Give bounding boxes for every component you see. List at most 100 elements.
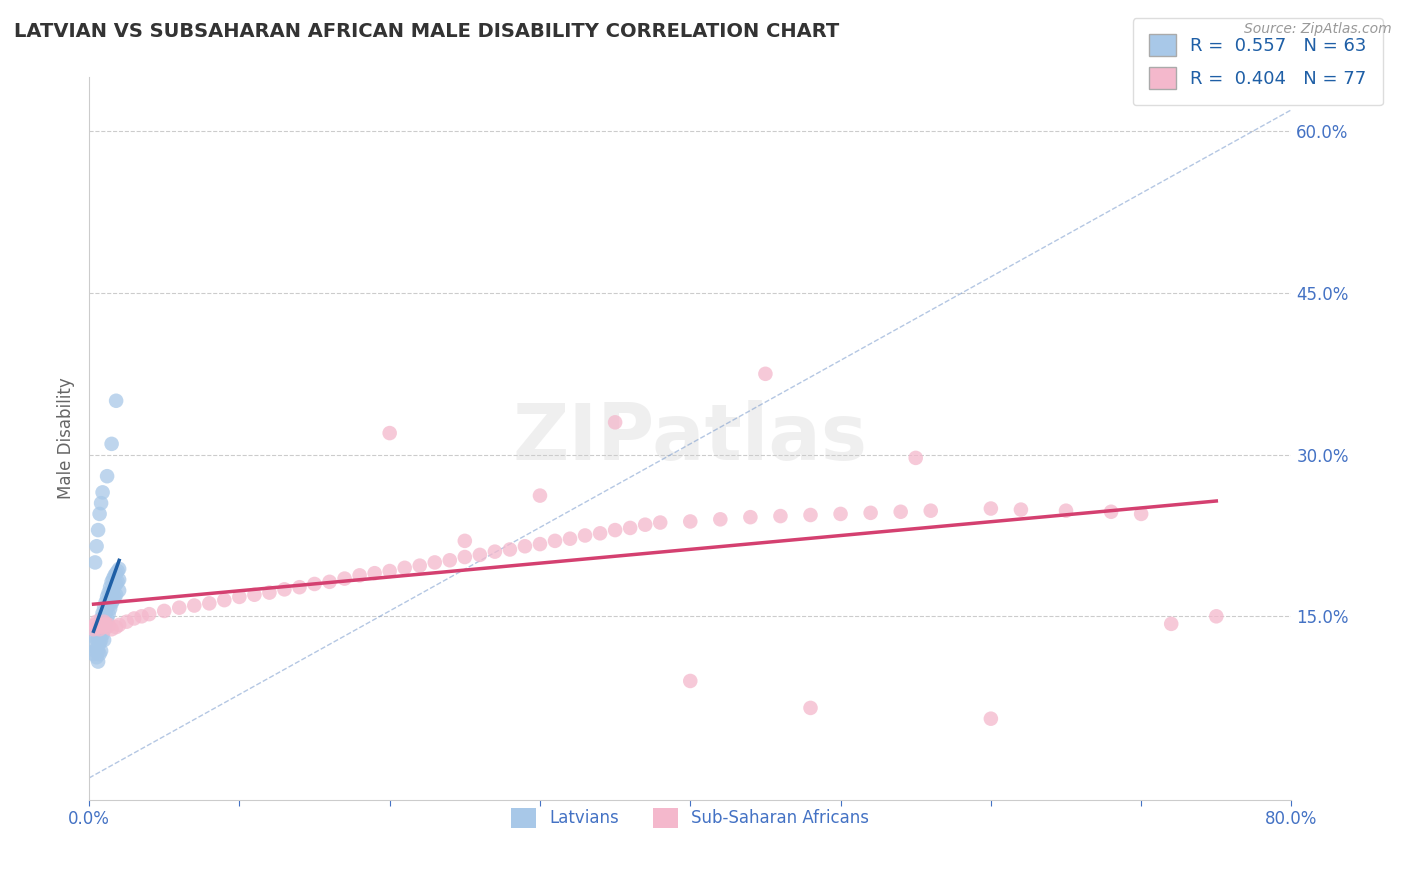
Point xyxy=(83,647,105,661)
Point xyxy=(799,701,821,715)
Point xyxy=(93,600,115,615)
Point xyxy=(87,523,110,537)
Point xyxy=(107,564,129,578)
Point xyxy=(1099,505,1122,519)
Point xyxy=(603,415,626,429)
Point xyxy=(108,583,131,598)
Point xyxy=(318,574,340,589)
Legend: Latvians, Sub-Saharan Africans: Latvians, Sub-Saharan Africans xyxy=(505,801,876,835)
Point xyxy=(105,588,128,602)
Point xyxy=(86,625,108,640)
Point xyxy=(799,508,821,522)
Point xyxy=(122,611,145,625)
Point xyxy=(920,504,942,518)
Point xyxy=(138,607,160,622)
Point xyxy=(89,622,111,636)
Point xyxy=(1130,507,1153,521)
Point xyxy=(87,620,110,634)
Point xyxy=(769,509,792,524)
Point xyxy=(91,616,114,631)
Point xyxy=(90,644,112,658)
Point xyxy=(97,607,120,622)
Point xyxy=(619,521,641,535)
Point xyxy=(529,489,551,503)
Point xyxy=(574,528,596,542)
Point xyxy=(349,568,371,582)
Point xyxy=(544,533,567,548)
Point xyxy=(86,615,108,629)
Point xyxy=(423,556,446,570)
Point xyxy=(259,585,281,599)
Point xyxy=(1010,502,1032,516)
Point xyxy=(91,606,114,620)
Point xyxy=(97,585,120,599)
Point xyxy=(93,622,115,636)
Point xyxy=(91,485,114,500)
Point xyxy=(980,501,1002,516)
Point xyxy=(830,507,852,521)
Point xyxy=(84,618,107,632)
Point xyxy=(214,593,236,607)
Point xyxy=(484,544,506,558)
Point xyxy=(529,537,551,551)
Point xyxy=(100,585,122,599)
Point xyxy=(100,622,122,636)
Point xyxy=(454,549,477,564)
Point xyxy=(87,644,110,658)
Point xyxy=(90,611,112,625)
Point xyxy=(93,611,115,625)
Point xyxy=(83,636,105,650)
Point xyxy=(94,616,117,631)
Text: ZIPatlas: ZIPatlas xyxy=(513,401,868,476)
Point xyxy=(558,532,581,546)
Point xyxy=(101,572,124,586)
Point xyxy=(84,556,107,570)
Point xyxy=(96,590,118,604)
Point xyxy=(1205,609,1227,624)
Point xyxy=(86,641,108,656)
Point xyxy=(499,542,522,557)
Point xyxy=(90,618,112,632)
Point xyxy=(363,566,385,581)
Point xyxy=(87,633,110,648)
Point xyxy=(859,506,882,520)
Point xyxy=(84,644,107,658)
Point xyxy=(904,450,927,465)
Point xyxy=(273,582,295,597)
Point xyxy=(378,564,401,578)
Point xyxy=(634,517,657,532)
Point xyxy=(679,673,702,688)
Point xyxy=(91,620,114,634)
Point xyxy=(650,516,672,530)
Point xyxy=(468,548,491,562)
Point xyxy=(90,622,112,636)
Point xyxy=(104,568,127,582)
Point xyxy=(93,633,115,648)
Point xyxy=(97,596,120,610)
Point xyxy=(98,591,121,605)
Point xyxy=(96,600,118,615)
Point xyxy=(1054,504,1077,518)
Text: Source: ZipAtlas.com: Source: ZipAtlas.com xyxy=(1244,22,1392,37)
Point xyxy=(105,620,128,634)
Point xyxy=(90,633,112,648)
Point xyxy=(589,526,612,541)
Point xyxy=(94,616,117,631)
Point xyxy=(98,580,121,594)
Point xyxy=(87,655,110,669)
Point xyxy=(104,579,127,593)
Point xyxy=(980,712,1002,726)
Point xyxy=(333,572,356,586)
Point xyxy=(108,573,131,587)
Point xyxy=(89,627,111,641)
Point xyxy=(96,620,118,634)
Point xyxy=(105,393,128,408)
Point xyxy=(304,577,326,591)
Point xyxy=(107,574,129,589)
Point xyxy=(83,622,105,636)
Point xyxy=(1160,616,1182,631)
Point xyxy=(513,539,536,553)
Point xyxy=(754,367,776,381)
Point xyxy=(89,647,111,661)
Point xyxy=(96,469,118,483)
